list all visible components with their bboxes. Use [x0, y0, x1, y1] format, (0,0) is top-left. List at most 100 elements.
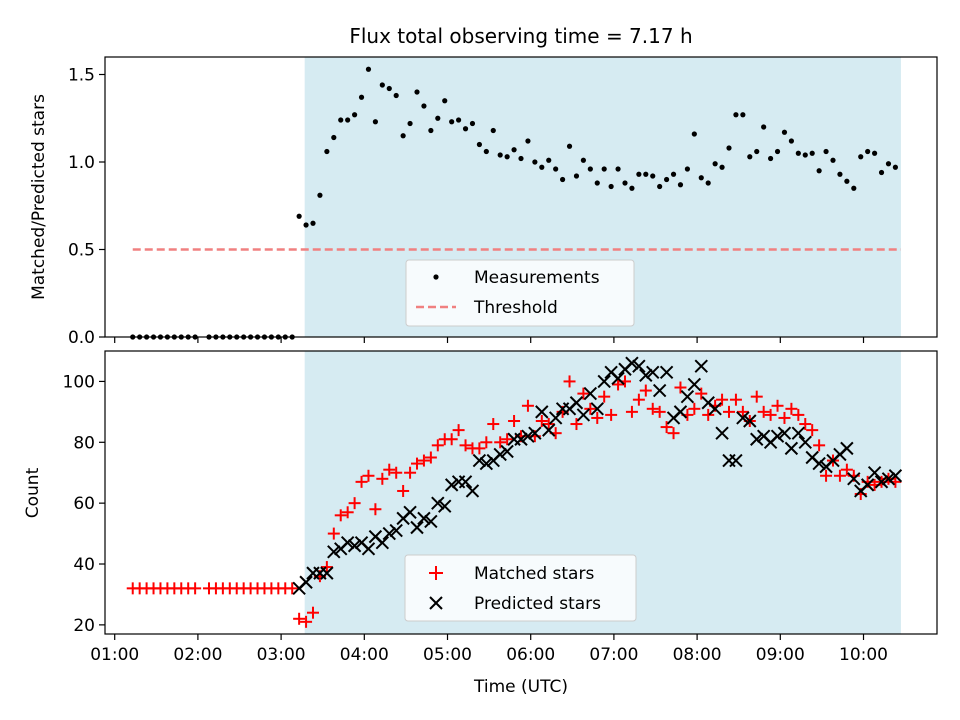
ratio-x-ticks: [114, 337, 865, 343]
measurement-point: [733, 112, 739, 118]
measurement-point: [456, 117, 462, 123]
matched-star-point: [820, 469, 833, 482]
measurement-point: [338, 117, 344, 123]
matched-star-point: [667, 427, 680, 440]
measurement-point: [761, 124, 767, 130]
count-x-ticks: 01:00 02:00 03:00 04:00 05:00 06:00 07:00 08:00…: [90, 634, 888, 665]
predicted-star-point: [888, 469, 903, 483]
measurement-point: [407, 120, 413, 127]
predicted-star-point: [639, 368, 653, 383]
measurement-point: [393, 92, 399, 99]
matched-star-point: [660, 421, 673, 434]
predicted-star-point: [514, 432, 528, 446]
predicted-star-point: [715, 426, 729, 440]
count-y-ticks: 20 40 60 80 100: [63, 372, 105, 636]
predicted-star-point: [874, 475, 889, 489]
count-x-tick-label: 10:00: [839, 645, 888, 665]
measurement-point: [677, 182, 684, 188]
measurement-point: [372, 119, 378, 125]
measurement-point: [525, 138, 531, 144]
matched-star-point: [771, 399, 784, 412]
matched-star-point: [452, 424, 465, 437]
ratio-legend: Measurements Threshold: [405, 259, 635, 327]
count-plot-frame: [104, 350, 938, 635]
matched-star-point: [806, 424, 819, 437]
predicted-star-point: [743, 414, 757, 428]
predicted-star-point: [694, 359, 708, 373]
measurement-point: [837, 171, 843, 177]
predicted-star-point: [583, 386, 598, 401]
measurement-point: [851, 185, 857, 191]
predicted-star-point: [417, 511, 431, 526]
measurement-point: [539, 164, 545, 170]
predicted-star-point: [424, 514, 438, 529]
matched-star-point: [480, 436, 493, 449]
predicted-star-point: [479, 456, 494, 471]
predicted-star-point: [576, 408, 591, 422]
measurement-point: [442, 98, 448, 104]
predicted-star-point: [860, 478, 875, 492]
predicted-star-point: [784, 441, 799, 456]
matched-star-point: [348, 497, 361, 510]
predicted-star-point: [736, 411, 750, 425]
count-x-tick-label: 08:00: [673, 645, 722, 665]
matched-star-point: [785, 402, 798, 415]
measurement-point: [386, 85, 392, 92]
predicted-star-point: [465, 484, 480, 498]
predicted-star-point: [500, 444, 514, 459]
count-y-tick-label: 80: [73, 433, 95, 453]
matched-legend-marker: [429, 566, 443, 580]
measurement-point: [462, 126, 469, 132]
measurement-point: [421, 103, 427, 109]
matched-star-point: [792, 408, 805, 421]
matched-legend-label: Matched stars: [474, 564, 594, 584]
matched-star-point: [397, 484, 410, 497]
count-y-axis-label: Count: [23, 467, 43, 518]
measurement-point: [747, 154, 753, 160]
measurement-point: [580, 157, 587, 163]
measurement-point: [636, 171, 642, 177]
measurement-point: [615, 166, 621, 172]
measurement-point: [587, 166, 593, 172]
matched-stars-series: [126, 375, 902, 628]
predicted-star-point: [847, 472, 861, 486]
measurement-point: [483, 148, 489, 155]
matched-star-point: [459, 439, 472, 452]
matched-star-point: [431, 439, 444, 452]
measurements-legend-marker: [433, 274, 439, 280]
matched-star-point: [362, 469, 375, 482]
matched-star-point: [445, 433, 458, 446]
matched-star-point: [424, 451, 437, 464]
matched-star-point: [674, 381, 687, 394]
matched-star-point: [508, 414, 521, 427]
matched-star-point: [757, 405, 770, 418]
predicted-star-point: [431, 496, 445, 510]
matched-star-point: [736, 405, 749, 418]
matched-star-point: [355, 475, 368, 488]
predicted-star-point: [590, 402, 604, 416]
matched-star-point: [729, 393, 742, 406]
measurement-point: [553, 166, 559, 172]
predicted-star-point: [708, 402, 722, 416]
measurement-point: [608, 183, 614, 190]
measurement-point: [352, 112, 358, 118]
count-x-tick-label: 05:00: [423, 645, 472, 665]
measurement-point: [629, 185, 635, 191]
predicted-star-point: [299, 575, 313, 589]
matched-star-point: [327, 527, 340, 540]
matched-star-point: [570, 418, 583, 431]
count-x-tick-label: 03:00: [257, 645, 306, 665]
matched-star-point: [598, 390, 611, 403]
ratio-panel: Flux total observing time = 7.17 h 0.00.…: [29, 24, 938, 348]
matched-star-point: [341, 506, 354, 519]
matched-star-point: [334, 509, 347, 522]
matched-star-point: [411, 457, 423, 470]
matched-star-point: [501, 433, 514, 446]
matched-star-point: [764, 408, 777, 421]
measurement-point: [400, 133, 406, 139]
matched-star-point: [563, 375, 576, 388]
predicted-star-point: [597, 374, 611, 389]
count-x-tick-label: 07:00: [589, 645, 638, 665]
predicted-star-point: [777, 426, 792, 440]
threshold-legend-label: Threshold: [473, 298, 558, 318]
